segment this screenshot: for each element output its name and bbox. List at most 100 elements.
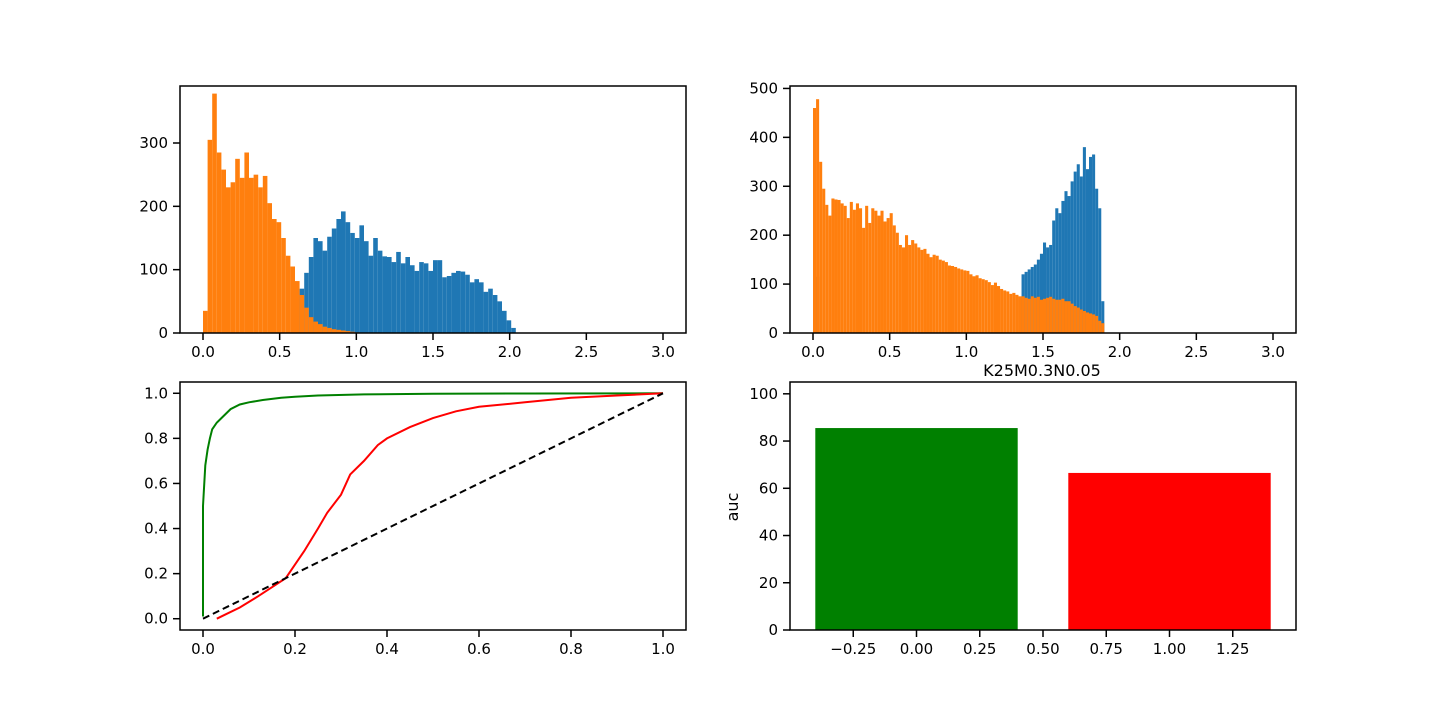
bar [400, 263, 406, 333]
y-axis: 0.0 0.2 0.4 0.6 0.8 1.0 [144, 384, 180, 628]
x-tick-label: 1.25 [1216, 640, 1249, 658]
panel-roc: 0.0 0.2 0.4 0.6 0.8 1.0 0.0 0.2 0.4 0.6 0.8 1.0 [144, 381, 687, 658]
bar [944, 262, 948, 333]
bar [345, 331, 351, 333]
bar [972, 276, 976, 333]
bar [981, 279, 985, 333]
bar [865, 205, 869, 333]
bar [997, 286, 1001, 333]
bar [1003, 290, 1007, 333]
bar [895, 232, 899, 333]
bar [1036, 259, 1040, 333]
bar [862, 227, 866, 333]
y-tick-label: 0 [158, 324, 168, 342]
bar [917, 247, 921, 333]
bar [1000, 288, 1004, 333]
x-tick-label: 0.00 [900, 640, 933, 658]
x-tick-label: 0.25 [963, 640, 996, 658]
bar [886, 218, 890, 333]
bar [846, 218, 850, 333]
y-tick-label: 0.0 [144, 610, 168, 628]
bar [1082, 310, 1086, 333]
bar [1052, 298, 1056, 333]
bar [1067, 196, 1071, 333]
x-tick-label: 0.2 [283, 640, 307, 658]
bar [479, 282, 484, 333]
bar [852, 209, 856, 333]
bar [1024, 297, 1028, 333]
y-axis-label: auc [723, 493, 742, 522]
bar [987, 282, 991, 333]
bar [843, 205, 847, 333]
bar [1085, 169, 1089, 333]
y-axis: 0 100 200 300 [139, 134, 180, 342]
bar [1089, 156, 1093, 333]
bar [235, 158, 240, 333]
bar [920, 249, 924, 333]
bar [313, 321, 318, 333]
x-tick-label: 1.5 [421, 343, 445, 361]
bar [345, 222, 351, 333]
bar [433, 260, 438, 333]
bar [1055, 299, 1059, 333]
bar [877, 215, 881, 333]
panel-auc-bar: K25M0.3N0.05 auc −0.25 0.00 0.25 0.50 0.75 1.… [723, 361, 1297, 658]
bar [966, 270, 970, 333]
bar [451, 272, 456, 333]
bar [308, 257, 314, 333]
bar [947, 265, 951, 333]
bar [1098, 320, 1102, 333]
bar [226, 187, 231, 333]
bar [304, 307, 309, 333]
bar [923, 248, 927, 333]
bar [978, 278, 982, 333]
bar [905, 235, 909, 333]
bar [825, 204, 829, 333]
bar [1070, 181, 1074, 333]
y-tick-label: 40 [759, 527, 778, 545]
bar [1061, 200, 1065, 333]
bar [831, 198, 835, 333]
x-tick-label: 0.0 [191, 640, 215, 658]
bar [239, 177, 245, 333]
bar [1079, 309, 1083, 333]
bar [883, 221, 887, 333]
bar-0 [815, 428, 1018, 630]
bar [868, 222, 872, 333]
bar [1079, 176, 1083, 333]
bar [341, 211, 346, 333]
line-series-0 [202, 392, 664, 617]
bar [1012, 292, 1016, 333]
bar [419, 262, 424, 333]
bar [975, 275, 979, 333]
bar [1039, 253, 1043, 333]
x-tick-label: 0.6 [467, 640, 491, 658]
bar [460, 271, 466, 333]
bar [304, 272, 309, 333]
x-axis: 0.0 0.2 0.4 0.6 0.8 1.0 [191, 630, 675, 658]
bar [387, 257, 392, 333]
bar [840, 203, 844, 333]
bar [1076, 307, 1080, 333]
x-tick-label: 0.8 [559, 640, 583, 658]
x-tick-label: 1.5 [1031, 343, 1055, 361]
bar [354, 238, 360, 333]
bar [382, 256, 387, 333]
x-tick-label: 0.5 [878, 343, 902, 361]
bar [308, 317, 314, 333]
line-series-1 [216, 392, 664, 620]
x-tick-label: 2.0 [1108, 343, 1132, 361]
y-tick-label: 0.8 [144, 429, 168, 447]
y-tick-label: 20 [759, 574, 778, 592]
bar [951, 265, 955, 333]
bar [212, 93, 217, 333]
bar [892, 225, 896, 333]
x-tick-label: 3.0 [1261, 343, 1285, 361]
bar [336, 329, 341, 333]
x-tick-label: 1.0 [954, 343, 978, 361]
series-1 [813, 99, 1105, 334]
x-tick-label: 0.4 [375, 640, 399, 658]
bar [230, 182, 236, 333]
bar [216, 152, 222, 333]
